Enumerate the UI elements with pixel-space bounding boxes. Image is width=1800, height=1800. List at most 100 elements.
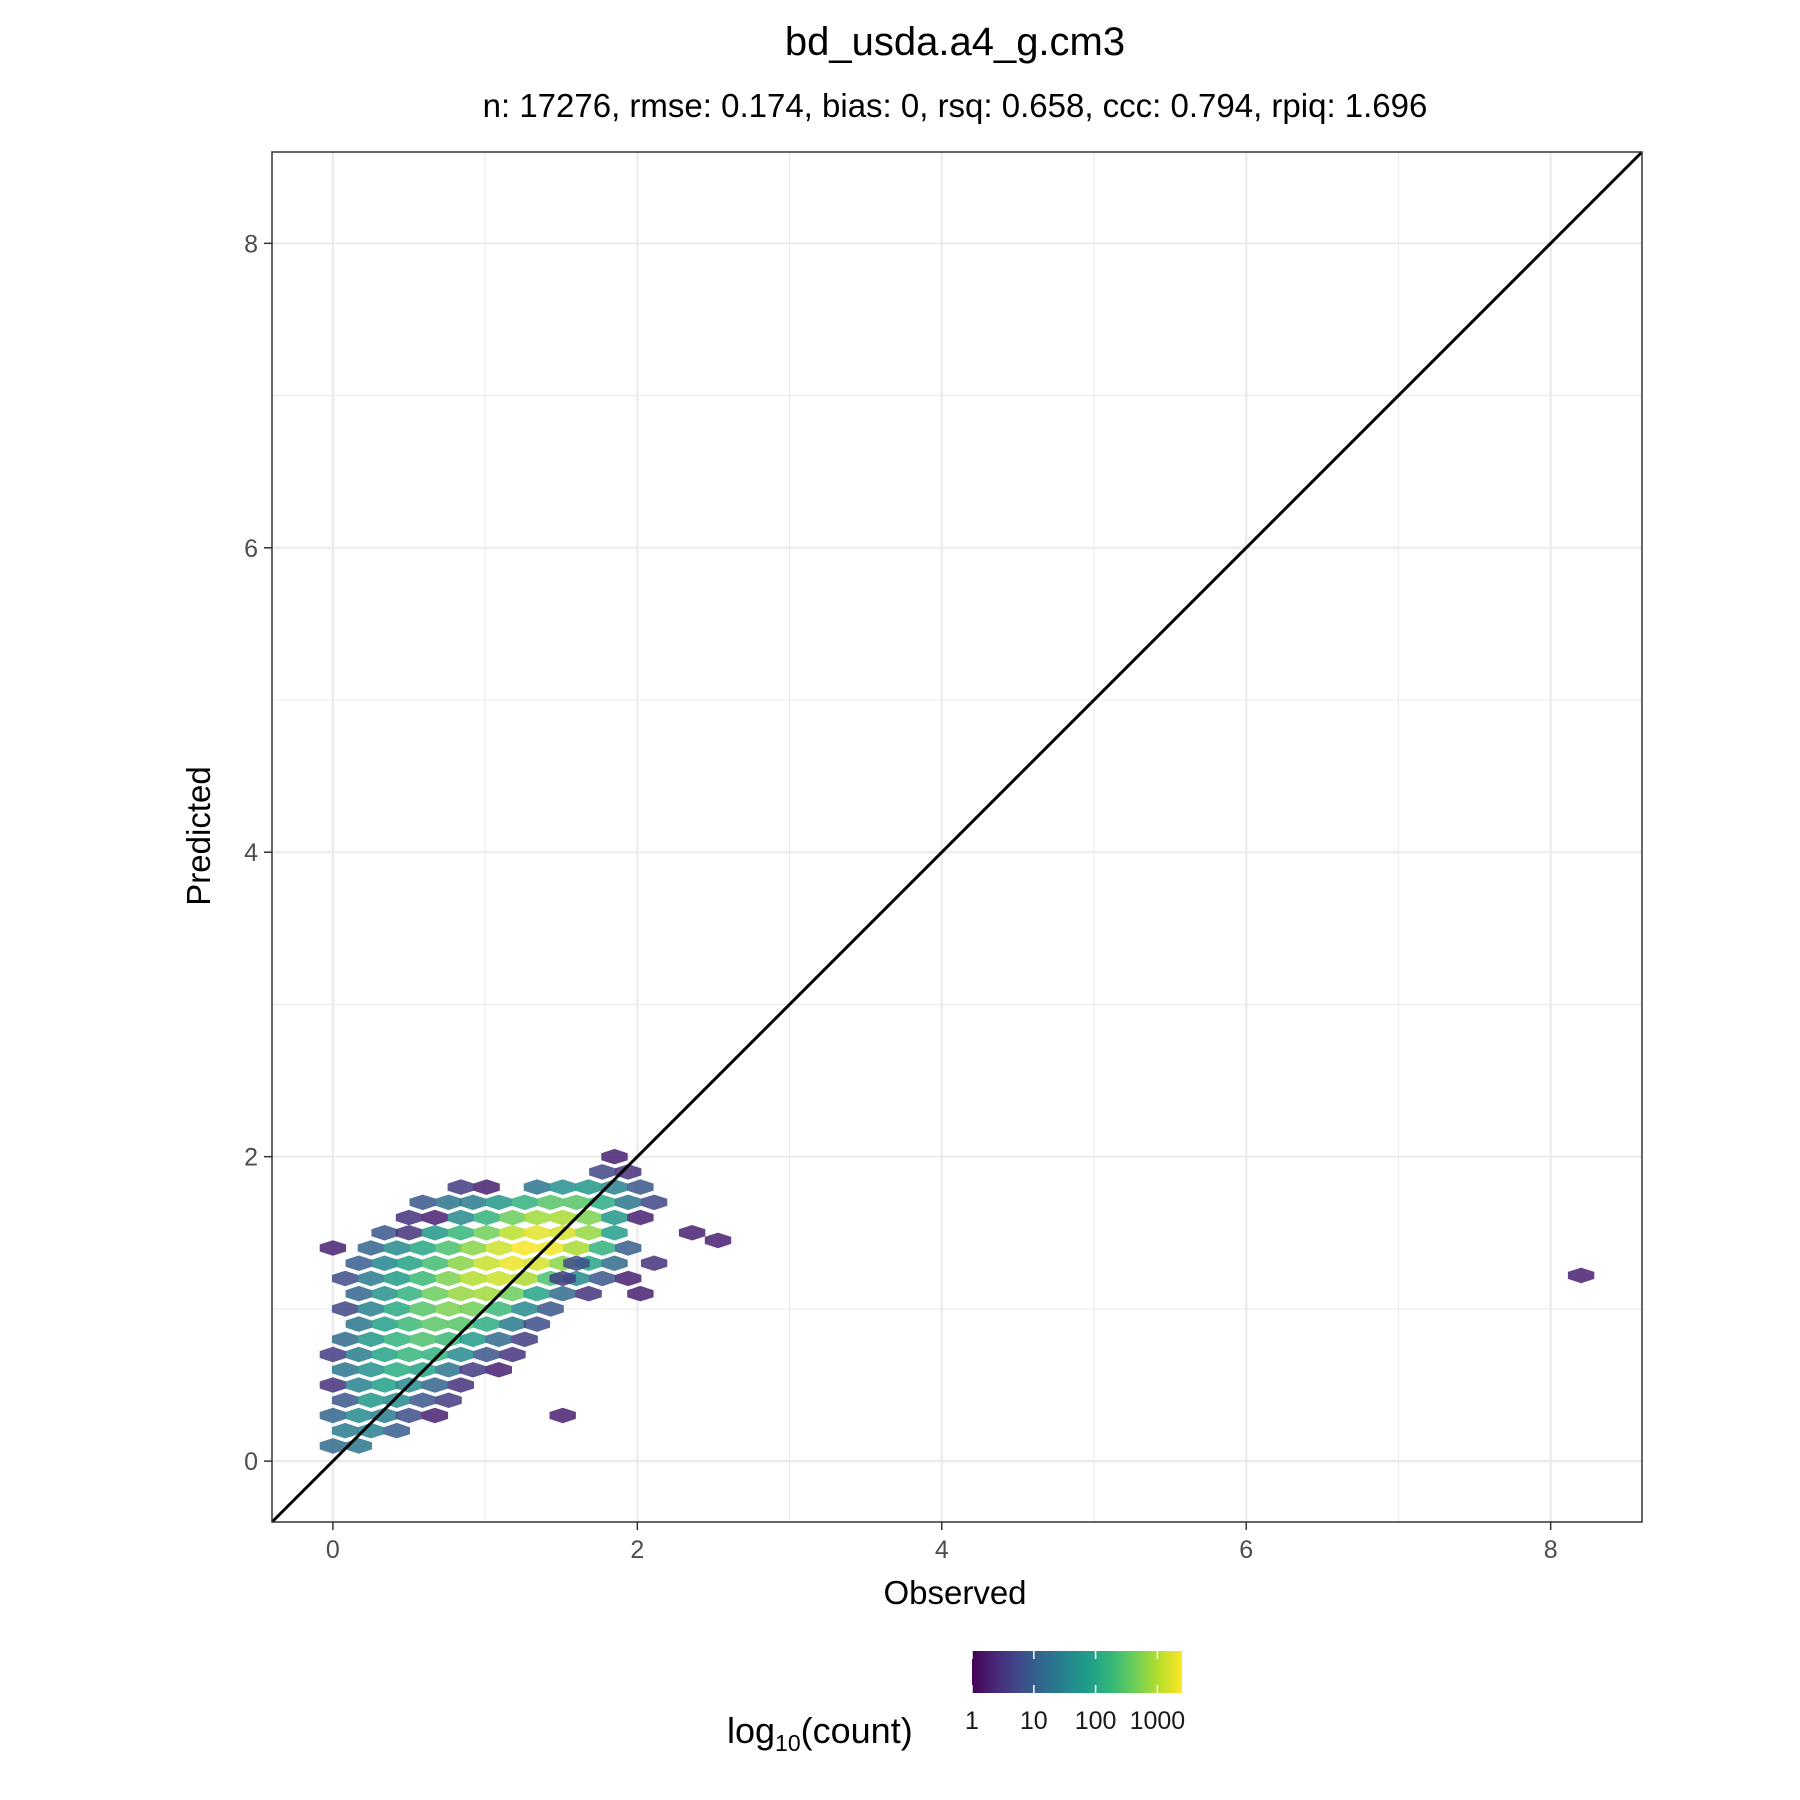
hexbin-cell (473, 1209, 500, 1226)
hexbin-cell (499, 1255, 526, 1271)
y-axis-title: Predicted (180, 766, 217, 905)
hexbin-cell (485, 1270, 512, 1287)
hexbin-cell (345, 1255, 372, 1271)
hexbin-cell (383, 1240, 410, 1256)
hexbin-cell (395, 1285, 423, 1302)
hexbin-cell (511, 1301, 538, 1317)
legend-title-base: log (727, 1710, 775, 1751)
hexbin-cell (575, 1285, 602, 1302)
hexbin-cell (589, 1240, 616, 1256)
legend-colorbar (972, 1651, 1182, 1693)
hexbin-cell (357, 1422, 385, 1439)
hexbin-cell (409, 1331, 436, 1348)
hexbin-cell (640, 1194, 668, 1211)
hexbin-cell (357, 1331, 385, 1348)
chart-title: bd_usda.a4_g.cm3 (785, 20, 1125, 64)
hexbin-cell (601, 1255, 628, 1271)
hexbin-cell (627, 1179, 654, 1195)
hexbin-cell (549, 1270, 576, 1287)
legend-title: log10(count) (727, 1710, 913, 1756)
hexbin-cell (499, 1209, 526, 1226)
hexbin-cell (615, 1270, 642, 1287)
x-tick-label: 8 (1544, 1536, 1558, 1564)
hexbin-cell (319, 1346, 347, 1363)
hexbin-cell (447, 1179, 474, 1195)
hexbin-cell (435, 1240, 462, 1256)
hexbin-cell (331, 1422, 359, 1439)
hexbin-cell (627, 1285, 654, 1302)
hexbin-cell (383, 1301, 410, 1317)
hexbin-cell (435, 1331, 462, 1348)
hexbin-cell (549, 1209, 576, 1226)
hexbin-cell (485, 1331, 512, 1348)
hexbin-cell (357, 1270, 385, 1287)
x-axis-ticks: 0 2 4 6 8 (326, 1522, 1558, 1564)
hexbin-cell (371, 1316, 398, 1332)
hexbin-cell (421, 1377, 449, 1393)
hexbin-cell (345, 1285, 372, 1302)
hexbin-cell (383, 1270, 410, 1287)
hexbin-cell (409, 1240, 436, 1256)
reference-line-layer (270, 150, 1644, 1524)
hexbin-cell (447, 1377, 474, 1393)
x-tick-label: 2 (630, 1536, 644, 1564)
x-tick-label: 0 (326, 1536, 340, 1564)
hexbin-cell (435, 1194, 462, 1211)
hexbin-cell (523, 1225, 551, 1241)
hexbin-cell (357, 1301, 385, 1317)
hexbin-cell (409, 1194, 436, 1211)
hexbin-cell (511, 1331, 538, 1348)
legend: log10(count) 1 10 100 1000 (727, 1651, 1185, 1756)
hexbin-cell (371, 1407, 398, 1424)
hexbin-cell (331, 1362, 359, 1378)
hexbin-cell (523, 1316, 551, 1332)
legend-tick-label: 1 (965, 1707, 979, 1735)
hexbin-cell (435, 1301, 462, 1317)
hexbin-cell (589, 1270, 616, 1287)
hexbin-cell (549, 1285, 576, 1302)
hexbin-cell (473, 1316, 500, 1332)
hexbin-cell (319, 1240, 347, 1256)
hexbin-cell (537, 1301, 564, 1317)
hexbin-cell (575, 1225, 602, 1241)
hexbin-cell (435, 1392, 462, 1408)
hexbin-cell (435, 1270, 462, 1287)
hexbin-cell (371, 1225, 398, 1241)
hexbin-cell (601, 1179, 628, 1195)
hexbin-cell (357, 1362, 385, 1378)
hexbin-cell (421, 1316, 449, 1332)
hexbin-cell (459, 1362, 487, 1378)
hexbin-cell (395, 1209, 423, 1226)
y-tick-label: 6 (244, 535, 258, 563)
hexbin-cell (601, 1225, 628, 1241)
hexbin-cell (473, 1179, 500, 1195)
hexbin-cell (627, 1209, 654, 1226)
hexbin-cell (485, 1194, 512, 1211)
hexbin-cell (319, 1407, 347, 1424)
hexbin-cell (473, 1346, 500, 1363)
hexbin-cell (640, 1255, 668, 1271)
hexbin-cell (615, 1240, 642, 1256)
hexbin-cell (319, 1377, 347, 1393)
hexbin-cell (499, 1225, 526, 1241)
hexbin-cell (371, 1377, 398, 1393)
hexbin-cell (345, 1377, 372, 1393)
hexbin-cell (447, 1255, 474, 1271)
hexbin-cell (601, 1209, 628, 1226)
hexbin-cell (409, 1301, 436, 1317)
hexbin-cell (447, 1225, 474, 1241)
legend-title-rest: (count) (801, 1710, 913, 1751)
hexbin-cell (615, 1164, 642, 1180)
hexbin-cell (704, 1232, 732, 1249)
hexbin-cell (395, 1255, 423, 1271)
hexbin-cell (435, 1362, 462, 1378)
hexbin-cell (371, 1255, 398, 1271)
y-tick-label: 8 (244, 230, 258, 258)
hexbin-cell (1567, 1267, 1595, 1284)
hexbin-cell (371, 1285, 398, 1302)
hexbin-cell (459, 1194, 487, 1211)
hexbin-cell (473, 1285, 500, 1302)
hexbin-cell (331, 1331, 359, 1348)
y-tick-label: 0 (244, 1448, 258, 1476)
